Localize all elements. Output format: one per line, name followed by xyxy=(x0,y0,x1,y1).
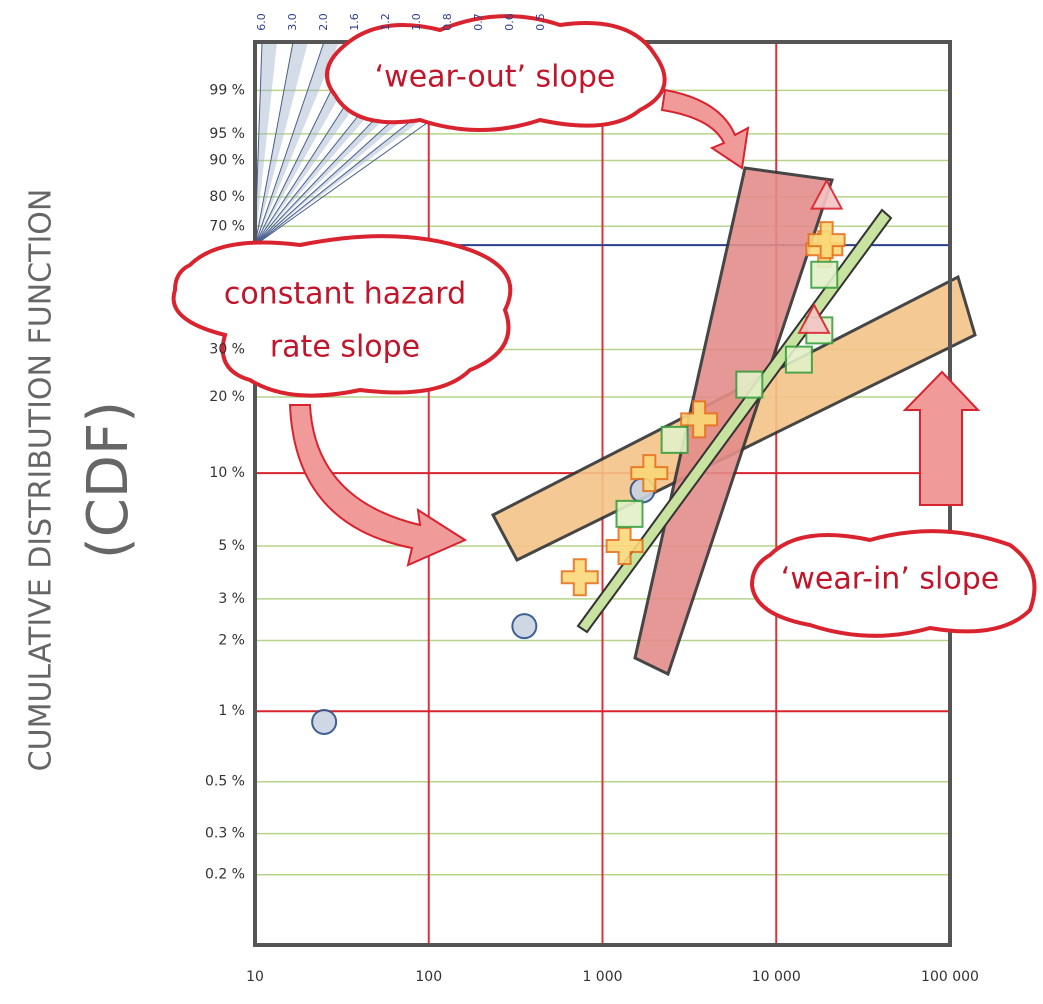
y-tick-label: 99 % xyxy=(209,82,245,98)
callout xyxy=(325,14,667,132)
fan-line xyxy=(254,41,325,246)
slope-label: 0.8 xyxy=(441,13,454,31)
callout xyxy=(749,529,1037,638)
slope-label: 0.7 xyxy=(472,13,485,31)
callout-text: constant hazard xyxy=(224,277,466,312)
point xyxy=(660,425,689,454)
point xyxy=(311,708,338,735)
point xyxy=(784,345,813,374)
slope-label: 0.5 xyxy=(534,13,547,31)
y-tick-label: 95 % xyxy=(209,126,245,142)
x-tick-label: 100 xyxy=(415,969,442,985)
points xyxy=(311,178,846,735)
fan-shade xyxy=(255,42,308,246)
slope-label: 6.0 xyxy=(255,13,268,31)
slope-label: 1.0 xyxy=(410,13,423,31)
point xyxy=(560,558,599,597)
y-axis-label: CUMULATIVE DISTRIBUTION FUNCTION xyxy=(24,189,59,772)
point xyxy=(680,400,719,439)
fan-shade xyxy=(255,42,339,246)
y-tick-label: 0.3 % xyxy=(205,826,245,842)
point xyxy=(511,613,538,640)
point xyxy=(797,302,831,334)
y-tick-label: 3 % xyxy=(218,591,245,607)
callout-text: rate slope xyxy=(270,330,420,365)
y-axis-label-sub: (CDF) xyxy=(76,401,141,559)
y-tick-label: 1 % xyxy=(218,703,245,719)
arrow xyxy=(288,404,468,567)
callout-text: ‘wear-out’ slope xyxy=(375,60,616,95)
y-tick-label: 90 % xyxy=(209,153,245,169)
callout-text: ‘wear-in’ slope xyxy=(781,562,999,597)
slope-label: 2.0 xyxy=(317,13,330,31)
y-tick-label: 0.2 % xyxy=(205,867,245,883)
point xyxy=(630,454,669,493)
x-tick-label: 1 000 xyxy=(582,969,622,985)
callout xyxy=(171,234,513,398)
x-tick-label: 100 000 xyxy=(921,969,979,985)
x-tick-label: 10 xyxy=(246,969,264,985)
point xyxy=(735,370,764,399)
y-tick-label: 30 % xyxy=(209,342,245,358)
y-tick-label: 20 % xyxy=(209,389,245,405)
point xyxy=(809,178,844,210)
y-tick-label: 5 % xyxy=(218,538,245,554)
point xyxy=(807,221,846,260)
y-tick-label: 10 % xyxy=(209,465,245,481)
y-tick-label: 80 % xyxy=(209,189,245,205)
fan-line xyxy=(254,41,294,246)
point xyxy=(615,499,644,528)
slope-label: 0.6 xyxy=(503,13,516,31)
x-tick-label: 10 000 xyxy=(752,969,801,985)
slope-label: 1.6 xyxy=(348,13,361,31)
point xyxy=(605,527,644,566)
y-tick-label: 0.5 % xyxy=(205,774,245,790)
point xyxy=(810,260,839,289)
y-tick-label: 2 % xyxy=(218,632,245,648)
arrow xyxy=(902,370,981,506)
y-tick-label: 70 % xyxy=(209,218,245,234)
slope-label: 3.0 xyxy=(286,13,299,31)
slope-label: 1.2 xyxy=(379,13,392,31)
arrow xyxy=(660,88,750,170)
